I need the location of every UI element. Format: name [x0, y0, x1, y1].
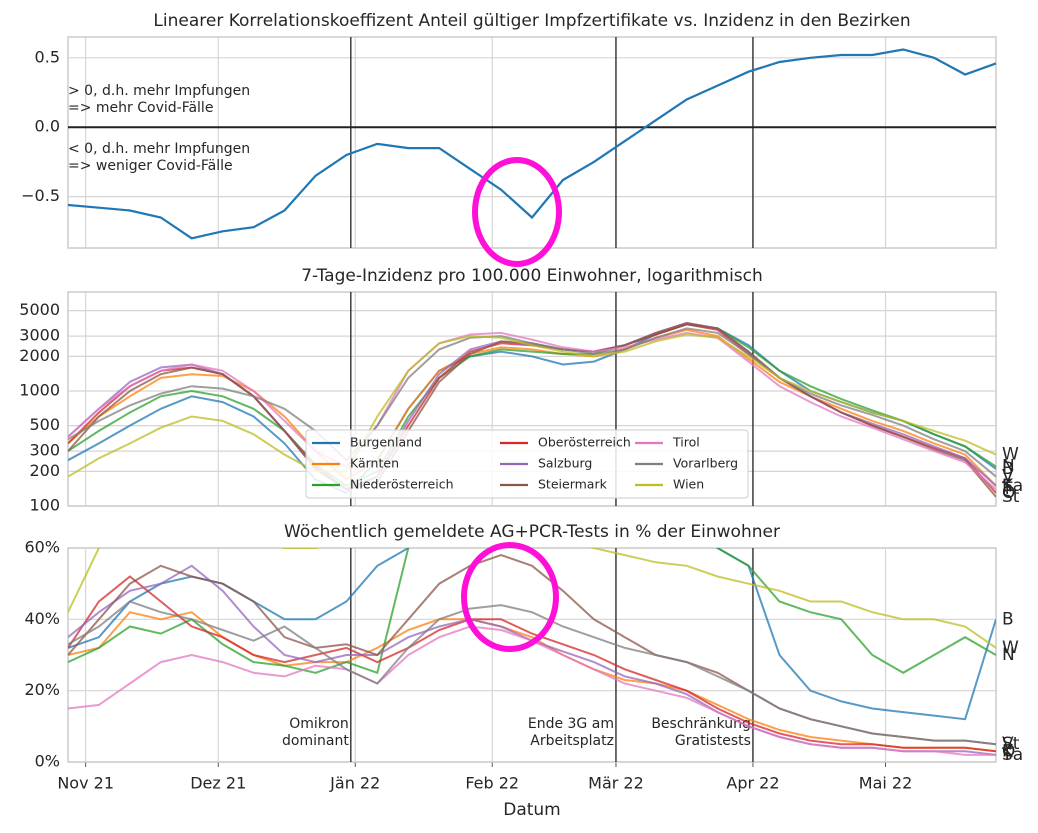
- y-tick-label: 100: [29, 496, 60, 515]
- end-label: W: [1002, 445, 1019, 465]
- y-tick-label: 5000: [19, 300, 60, 319]
- annotation: < 0, d.h. mehr Impfungen: [68, 141, 250, 157]
- panel-title: 7-Tage-Inzidenz pro 100.000 Einwohner, l…: [301, 266, 763, 286]
- y-tick-label: 300: [29, 441, 60, 460]
- legend-label: Vorarlberg: [673, 456, 738, 471]
- event-label: Gratistests: [675, 733, 751, 749]
- end-label: W: [1002, 638, 1019, 658]
- end-label: T: [1001, 745, 1013, 765]
- end-label: V: [1002, 467, 1014, 487]
- end-label: K: [1002, 476, 1014, 496]
- end-label: N: [1002, 645, 1015, 665]
- data-line: [68, 328, 996, 487]
- plot-layer: Linearer Korrelationskoeffizent Anteil g…: [19, 11, 1023, 820]
- y-tick-label: −0.5: [21, 186, 60, 205]
- x-tick-label: Dez 21: [190, 774, 246, 793]
- annotation: => weniger Covid-Fälle: [68, 158, 233, 174]
- x-tick-label: Mär 22: [588, 774, 644, 793]
- series-group: [68, 48, 996, 240]
- x-tick-label: Feb 22: [465, 774, 519, 793]
- end-label: O: [1002, 741, 1015, 761]
- end-label: Sa: [1002, 476, 1023, 496]
- y-tick-label: 20%: [24, 680, 60, 699]
- legend-label: Kärnten: [350, 456, 399, 471]
- plot-frame: [67, 291, 997, 507]
- data-line: [68, 333, 996, 478]
- y-tick-label: 2000: [19, 346, 60, 365]
- y-tick-label: 40%: [24, 609, 60, 628]
- series-group: [68, 321, 996, 498]
- event-label: Omikron: [289, 716, 349, 732]
- panel-title: Wöchentlich gemeldete AG+PCR-Tests in % …: [284, 522, 780, 542]
- annotation: => mehr Covid-Fälle: [68, 100, 213, 116]
- data-line: [68, 48, 996, 240]
- y-tick-label: 3000: [19, 326, 60, 345]
- x-tick-label: Jän 22: [329, 774, 380, 793]
- legend-label: Salzburg: [538, 456, 592, 471]
- plot-frame: [67, 36, 997, 249]
- data-line: [68, 548, 996, 675]
- event-label: dominant: [282, 733, 349, 749]
- y-tick-label: 500: [29, 415, 60, 434]
- end-label: V: [1002, 734, 1014, 754]
- x-tick-label: Mai 22: [859, 774, 913, 793]
- end-label: K: [1002, 741, 1014, 761]
- y-tick-label: 60%: [24, 538, 60, 557]
- end-label: B: [1002, 609, 1014, 629]
- y-tick-label: 0%: [35, 752, 60, 771]
- event-label: Beschränkung: [651, 716, 751, 732]
- legend-label: Niederösterreich: [350, 477, 454, 492]
- highlight-ellipse: [461, 542, 559, 652]
- x-tick-label: Nov 21: [57, 774, 114, 793]
- end-label: O: [1002, 483, 1015, 503]
- plot-area: [68, 37, 996, 248]
- legend-label: Tirol: [672, 435, 700, 450]
- end-label: Sa: [1002, 745, 1023, 765]
- end-label: T: [1001, 479, 1013, 499]
- x-axis-label: Datum: [503, 800, 561, 820]
- x-tick-label: Apr 22: [726, 774, 779, 793]
- y-tick-label: 0.5: [35, 47, 60, 66]
- end-label: N: [1002, 457, 1015, 477]
- panel-title: Linearer Korrelationskoeffizent Anteil g…: [153, 11, 910, 31]
- data-line: [68, 323, 996, 487]
- highlight-ellipse: [472, 157, 562, 267]
- end-label: St: [1002, 734, 1020, 754]
- legend-label: Burgenland: [350, 435, 422, 450]
- data-line: [68, 600, 996, 746]
- legend-label: Steiermark: [538, 477, 608, 492]
- end-label: St: [1002, 487, 1020, 507]
- event-label: Ende 3G am: [528, 716, 614, 732]
- data-line: [68, 331, 996, 490]
- y-tick-label: 1000: [19, 381, 60, 400]
- end-label: B: [1002, 459, 1014, 479]
- y-tick-label: 0.0: [35, 117, 60, 136]
- y-tick-label: 200: [29, 461, 60, 480]
- annotation: > 0, d.h. mehr Impfungen: [68, 83, 250, 99]
- legend-label: Oberösterreich: [538, 435, 631, 450]
- event-label: Arbeitsplatz: [530, 733, 614, 749]
- legend-label: Wien: [673, 477, 704, 492]
- data-line: [68, 575, 996, 753]
- data-line: [68, 548, 996, 649]
- data-line: [68, 327, 996, 478]
